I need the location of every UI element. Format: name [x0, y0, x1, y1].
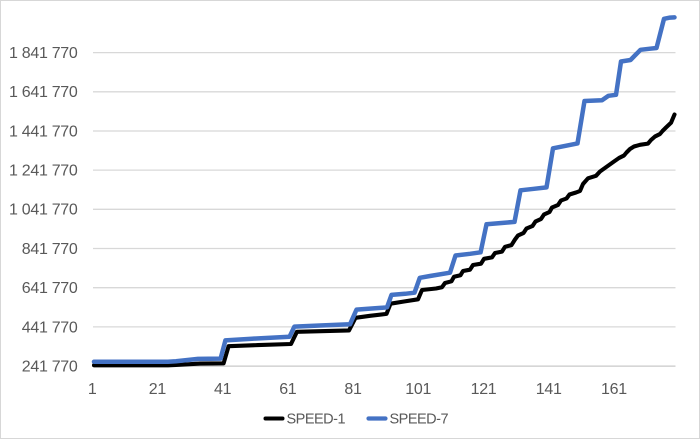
- svg-text:1 041 770: 1 041 770: [9, 202, 78, 219]
- svg-text:441 770: 441 770: [22, 319, 78, 336]
- svg-text:1 441 770: 1 441 770: [9, 123, 78, 140]
- svg-text:101: 101: [405, 381, 431, 398]
- svg-text:161: 161: [601, 381, 627, 398]
- svg-text:1 641 770: 1 641 770: [9, 84, 78, 101]
- svg-text:121: 121: [471, 381, 497, 398]
- svg-text:841 770: 841 770: [22, 241, 78, 258]
- svg-text:61: 61: [279, 381, 297, 398]
- svg-text:1 241 770: 1 241 770: [9, 163, 78, 180]
- svg-text:SPEED-7: SPEED-7: [390, 412, 449, 428]
- svg-text:241 770: 241 770: [22, 359, 78, 376]
- svg-text:1: 1: [88, 381, 97, 398]
- svg-text:81: 81: [344, 381, 362, 398]
- svg-text:1 841 770: 1 841 770: [9, 45, 78, 62]
- svg-text:41: 41: [214, 381, 232, 398]
- svg-text:21: 21: [149, 381, 167, 398]
- svg-text:SPEED-1: SPEED-1: [287, 412, 346, 428]
- svg-text:141: 141: [536, 381, 562, 398]
- svg-text:641 770: 641 770: [22, 280, 78, 297]
